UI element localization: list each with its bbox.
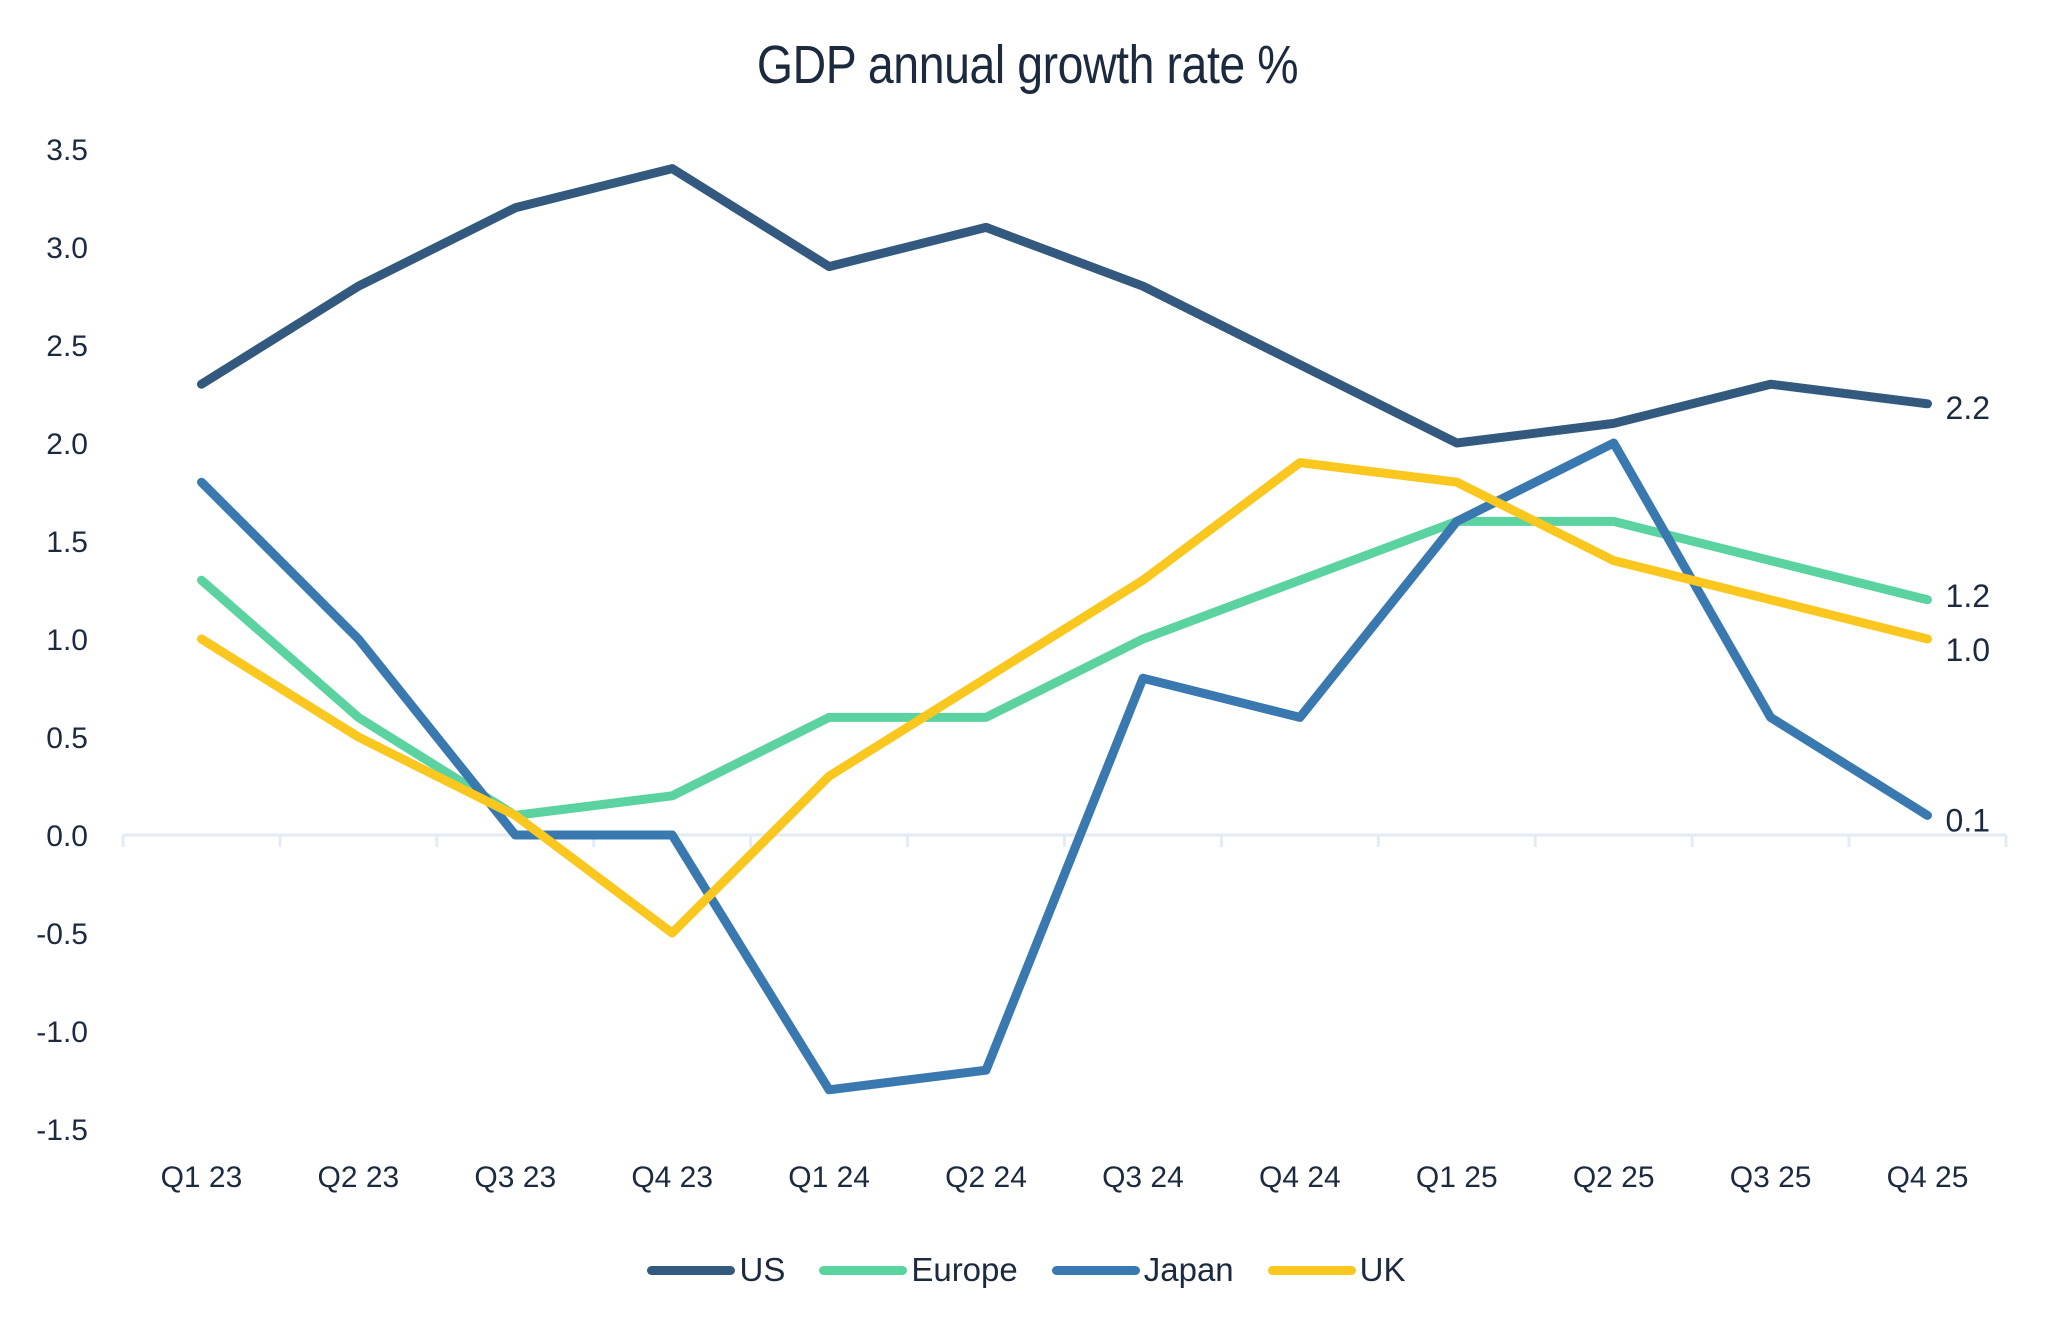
y-tick-label: -0.5: [36, 918, 88, 951]
y-tick-label: 2.0: [46, 428, 88, 461]
y-tick-label: 1.0: [46, 624, 88, 657]
legend-swatch-japan: [1051, 1265, 1140, 1275]
x-tick-label: Q3 23: [474, 1161, 556, 1194]
legend-label: UK: [1359, 1251, 1406, 1288]
x-tick-label: Q4 24: [1259, 1161, 1341, 1194]
y-axis-tick-labels: 3.5 3.0 2.5 2.0 1.5 1.0 0.5 0.0 -0.5 -1.0 -1.5: [36, 134, 88, 1147]
y-tick-label: -1.0: [36, 1016, 88, 1049]
x-tick-label: Q3 25: [1730, 1161, 1812, 1194]
x-tick-label: Q3 24: [1102, 1161, 1184, 1194]
x-tick-label: Q4 23: [631, 1161, 713, 1194]
legend-item-japan: Japan: [1051, 1250, 1234, 1290]
series-line-japan: [197, 438, 1932, 1095]
y-tick-label: 0.0: [46, 820, 88, 853]
y-tick-label: -1.5: [36, 1114, 88, 1147]
x-tick-label: Q1 23: [161, 1161, 243, 1194]
x-tick-label: Q1 25: [1416, 1161, 1498, 1194]
legend-label: Japan: [1143, 1251, 1234, 1288]
y-tick-label: 0.5: [46, 722, 88, 755]
y-tick-label: 3.5: [46, 134, 88, 167]
x-axis: [121, 833, 2008, 847]
end-label-japan: 0.1: [1946, 802, 1990, 838]
legend-item-europe: Europe: [819, 1250, 1018, 1290]
end-label-uk: 1.0: [1946, 632, 1990, 668]
series-lines: [197, 164, 1932, 1095]
legend-item-us: US: [647, 1250, 785, 1290]
y-tick-label: 3.0: [46, 232, 88, 265]
x-tick-label: Q2 25: [1573, 1161, 1655, 1194]
legend-swatch-europe: [819, 1265, 908, 1275]
legend-label: Europe: [911, 1251, 1018, 1288]
series-line-uk: [197, 458, 1932, 938]
legend-label: US: [739, 1251, 786, 1288]
series-line-us: [197, 164, 1932, 448]
y-tick-label: 2.5: [46, 330, 88, 363]
end-labels: 2.2 1.2 0.1 1.0: [1946, 390, 1990, 839]
y-tick-label: 1.5: [46, 526, 88, 559]
end-label-europe: 1.2: [1946, 578, 1990, 614]
x-tick-label: Q1 24: [788, 1161, 870, 1194]
x-tick-label: Q2 23: [318, 1161, 400, 1194]
legend-swatch-us: [647, 1265, 736, 1275]
legend: US Europe Japan UK: [0, 1250, 2053, 1290]
legend-item-uk: UK: [1267, 1250, 1406, 1290]
x-tick-label: Q2 24: [945, 1161, 1027, 1194]
x-tick-label: Q4 25: [1887, 1161, 1969, 1194]
legend-swatch-uk: [1267, 1265, 1356, 1275]
end-label-us: 2.2: [1946, 390, 1990, 426]
chart-title: GDP annual growth rate %: [756, 35, 1299, 95]
x-axis-tick-labels: Q1 23 Q2 23 Q3 23 Q4 23 Q1 24 Q2 24 Q3 24 Q4 24…: [161, 1161, 1969, 1194]
